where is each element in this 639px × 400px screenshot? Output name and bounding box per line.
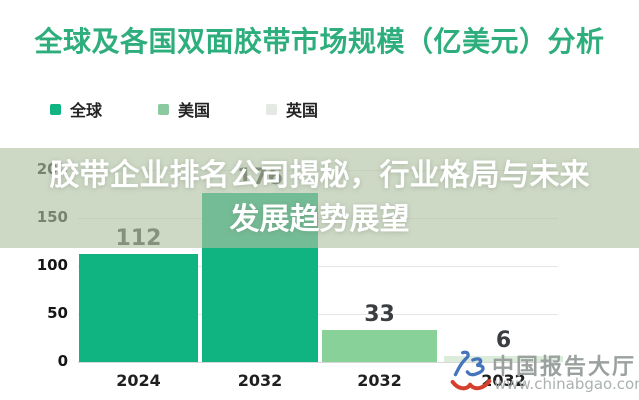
- value-label-33: 33: [364, 302, 395, 328]
- chart-title: 全球及各国双面胶带市场规模（亿美元）分析: [34, 25, 605, 58]
- watermark-url: www.chinabgao.com: [494, 375, 639, 393]
- y-tick-label-50: 50: [47, 304, 68, 322]
- x-tick-label-3: 2032: [481, 371, 526, 390]
- bar-全球-2024: [79, 254, 198, 362]
- legend-item-全球: 全球: [50, 97, 102, 121]
- x-tick-label-2: 2032: [357, 371, 402, 390]
- legend-item-英国: 英国: [266, 97, 318, 121]
- watermark: 中国报告大厅 www.chinabgao.com: [446, 344, 639, 398]
- legend-item-美国: 美国: [158, 97, 210, 121]
- headline-banner: 胶带企业排名公司揭秘，行业格局与未来 发展趋势展望: [0, 148, 639, 248]
- gridline-y50: [78, 314, 558, 315]
- legend-swatch-icon: [158, 103, 170, 115]
- headline-line-1: 胶带企业排名公司揭秘，行业格局与未来: [49, 158, 590, 193]
- legend: 全球 美国 英国: [50, 97, 374, 121]
- legend-label: 英国: [286, 101, 319, 120]
- headline-line-2: 发展趋势展望: [229, 202, 410, 237]
- x-axis-line: [78, 362, 558, 363]
- chinabgao-logo-icon: [450, 350, 492, 391]
- gridline-y100: [78, 266, 558, 267]
- legend-swatch-icon: [50, 103, 61, 115]
- legend-label: 全球: [70, 101, 103, 120]
- value-label-6: 6: [495, 328, 512, 354]
- y-tick-label-100: 100: [36, 256, 68, 274]
- x-tick-label-1: 2032: [237, 371, 283, 390]
- watermark-brand: 中国报告大厅: [492, 355, 637, 380]
- bar-美国-2032: [322, 330, 437, 362]
- y-tick-label-0: 0: [57, 352, 68, 370]
- bar-英国-2032: [444, 356, 563, 362]
- legend-swatch-icon: [266, 103, 278, 115]
- x-tick-label-0: 2024: [116, 371, 161, 390]
- legend-label: 美国: [178, 101, 211, 120]
